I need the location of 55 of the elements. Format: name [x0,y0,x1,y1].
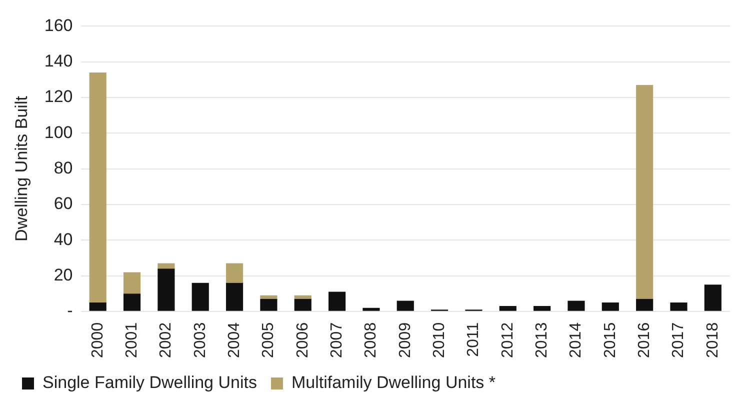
x-tick-label: 2001 [123,322,140,358]
x-tick-label: 2016 [636,322,653,358]
bar [123,294,141,311]
x-tick-label: 2009 [396,322,414,358]
bar [499,306,516,311]
bar [192,282,209,311]
bar [602,302,619,311]
bar [123,272,141,294]
x-tick-label: 2008 [362,322,380,358]
bar [89,302,106,311]
bar [396,300,414,311]
y-tick-label: 140 [44,52,73,71]
y-axis-title: Dwelling Units Built [12,96,31,242]
bar [534,306,551,311]
bar [362,308,380,311]
bar [260,295,278,299]
y-tick-label: 80 [54,158,73,178]
x-tick-label: 2013 [533,322,550,358]
x-tick-label: 2014 [568,322,585,358]
legend-label: Single Family Dwelling Units [42,373,257,392]
x-tick-label: 2007 [328,322,346,358]
bar [636,85,654,299]
bar [89,72,106,302]
y-tick-label: 60 [54,194,73,214]
bar [704,284,722,311]
y-tick-label: 160 [44,16,73,35]
x-tick-label: 2017 [670,322,688,358]
x-tick-label: 2003 [192,322,209,358]
y-tick-label: 40 [54,230,73,249]
x-tick-label: 2005 [260,322,278,358]
bar [226,282,244,311]
bar [670,302,688,311]
x-tick-label: 2002 [158,322,175,358]
x-tick-label: 2000 [89,322,106,358]
x-tick-label: 2010 [430,322,448,358]
y-tick-label: 20 [54,265,73,284]
bar [158,263,175,269]
x-tick-label: 2011 [465,322,482,357]
bar [568,300,585,311]
bar [260,298,278,311]
x-tick-label: 2004 [226,322,243,358]
bar [294,295,312,299]
x-tick-label: 2012 [499,322,516,358]
bar [636,298,654,311]
y-tick-label: 120 [44,87,73,106]
x-tick-label: 2018 [704,322,722,358]
x-tick-label: 2015 [602,322,619,358]
legend-label: Multifamily Dwelling Units * [291,373,496,392]
bar [294,298,312,311]
bar [226,263,244,283]
y-tick-label: 100 [44,122,73,142]
bar [158,268,175,311]
x-tick-label: 2006 [294,322,312,358]
y-tick-label: - [67,301,73,320]
bar [328,292,346,311]
